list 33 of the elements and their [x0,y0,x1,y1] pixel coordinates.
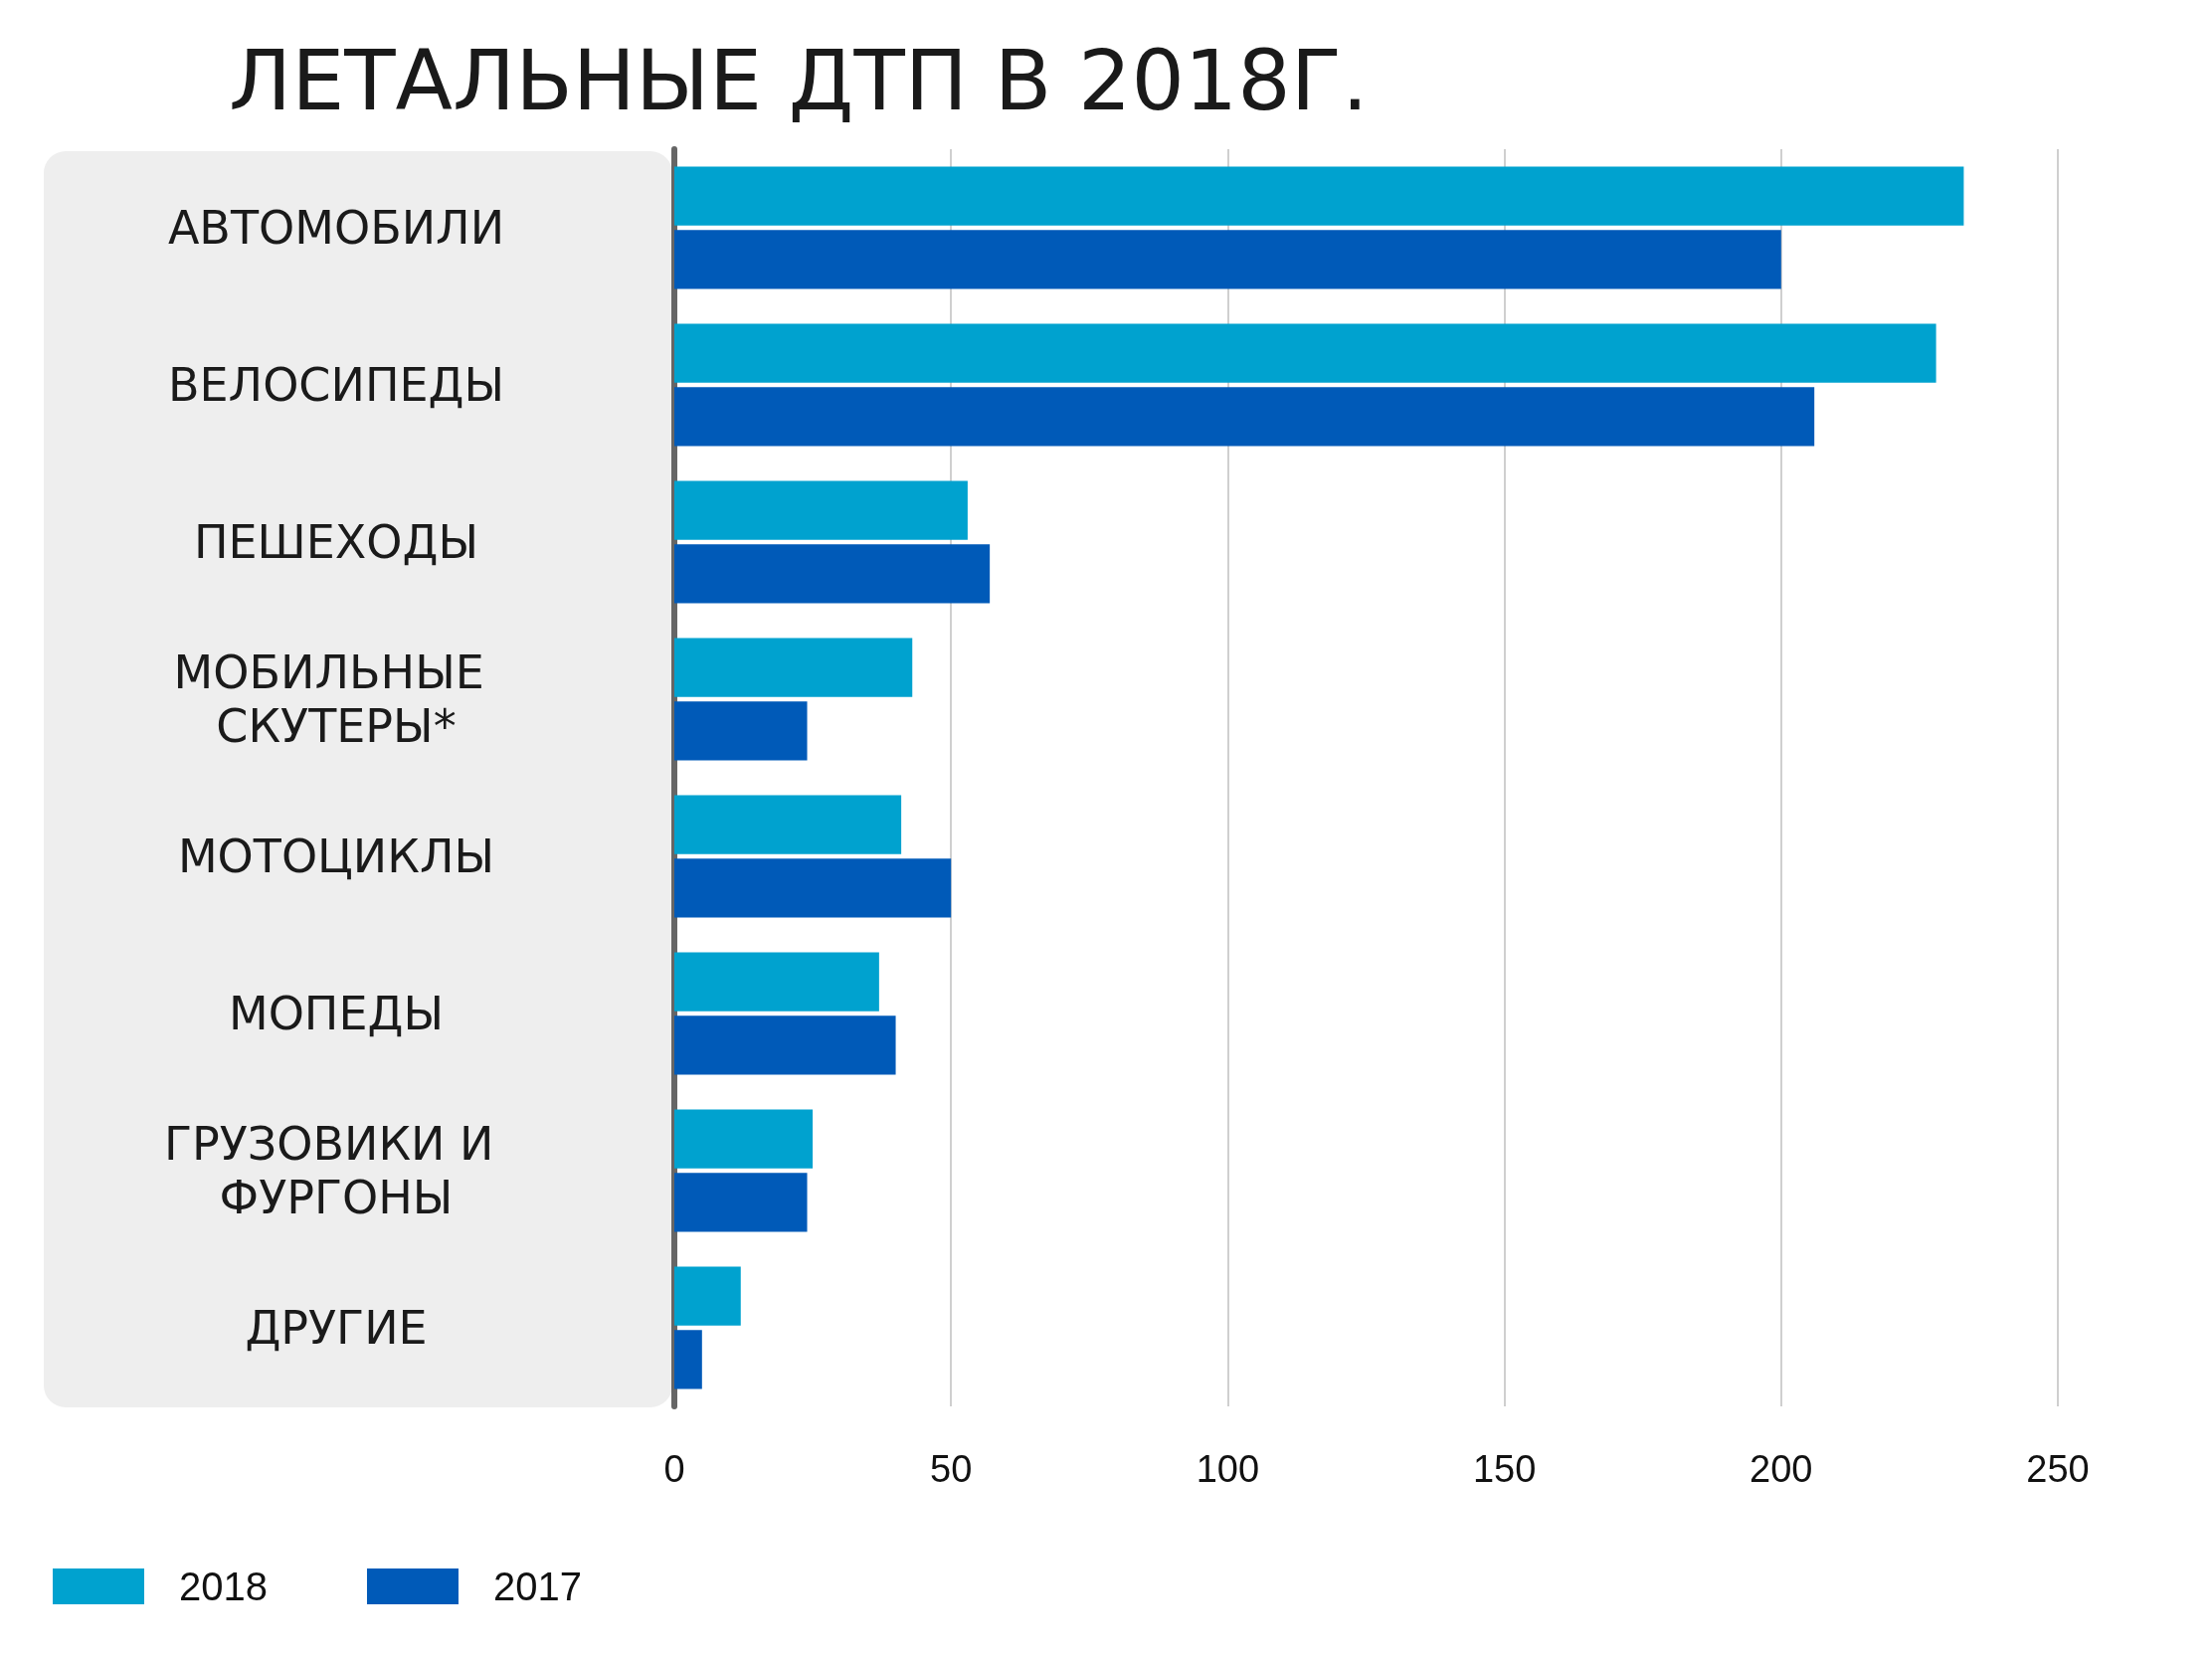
y-tick-label: МОПЕДЫ [228,987,445,1040]
bar [674,701,808,761]
bar [674,795,902,854]
y-tick-label: ВЕЛОСИПЕДЫ [167,358,505,412]
bar [674,544,991,604]
x-tick-label: 0 [663,1448,685,1490]
bar [674,1015,896,1075]
x-tick-label: 250 [2026,1448,2090,1490]
bar [674,1266,741,1326]
legend-label: 2017 [492,1565,582,1608]
y-tick-label: ПЕШЕХОДЫ [193,515,479,569]
chart-title: ЛЕТАЛЬНЫЕ ДТП В 2018Г. [229,32,1369,129]
bar [674,1330,702,1389]
y-tick-label: ДРУГИЕ [245,1301,428,1355]
x-tick-label: 200 [1750,1448,1813,1490]
bar [674,1173,808,1232]
bar [674,480,968,540]
bar [674,323,1936,383]
bar [674,166,1964,226]
y-tick-label: МОБИЛЬНЫЕ СКУТЕРЫ* [173,645,499,753]
x-tick-label: 100 [1196,1448,1260,1490]
y-tick-label: АВТОМОБИЛИ [167,201,505,255]
bar [674,858,952,918]
y-tick-label: МОТОЦИКЛЫ [177,830,495,883]
bar [674,230,1781,289]
bar [674,952,879,1012]
y-tick-label: ГРУЗОВИКИ И ФУРГОНЫ [163,1117,509,1224]
x-tick-label: 150 [1472,1448,1537,1490]
bar [674,387,1815,447]
bar [674,638,913,697]
legend-label: 2018 [179,1565,268,1608]
bar [674,1109,814,1169]
x-tick-label: 50 [930,1448,973,1490]
